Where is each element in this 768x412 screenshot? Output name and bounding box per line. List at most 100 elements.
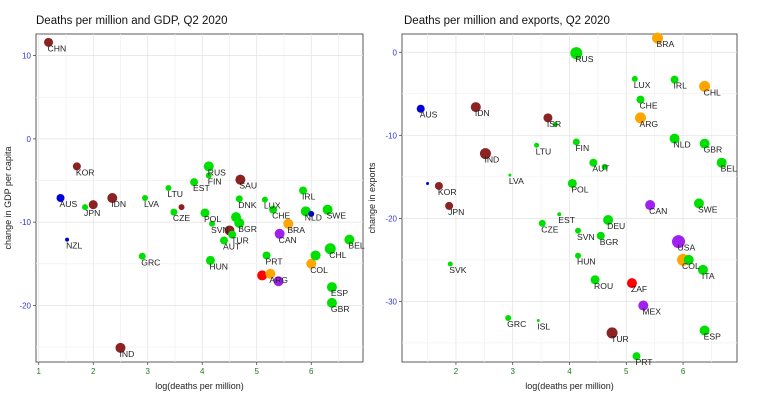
x-tick-label: 6 xyxy=(681,367,686,376)
gdp-panel: CHN KOR AUS JPN IDN LVA NZL GRC IND LTU CZE EST RUSF… xyxy=(3,15,365,391)
x-axis-label: log(deaths per million) xyxy=(155,381,244,391)
point-label-idn: IDN xyxy=(111,199,126,209)
point-label-col: COL xyxy=(310,265,328,275)
point xyxy=(231,212,242,223)
point-label-mex: MEX xyxy=(642,307,661,317)
point-che xyxy=(636,95,645,104)
point-label-esp: ESP xyxy=(331,288,348,298)
point-label-che: CHE xyxy=(272,211,290,221)
point-label-lux: LUX xyxy=(634,80,651,90)
point-label-tur: TUR xyxy=(611,334,629,344)
point-chl xyxy=(699,80,711,92)
y-axis-label: change in exports xyxy=(367,162,377,234)
point xyxy=(273,276,284,287)
point-label-swe: SWE xyxy=(698,204,718,214)
point-ltu xyxy=(165,185,172,192)
y-tick-label: -10 xyxy=(385,131,397,140)
point-bgr xyxy=(596,231,605,240)
point-label-chl: CHL xyxy=(704,87,721,97)
point-label-nld: NLD xyxy=(305,212,322,222)
point-label-isl: ISL xyxy=(537,321,550,331)
point-cze xyxy=(170,208,178,216)
point-aut xyxy=(220,236,229,245)
point-mex xyxy=(638,300,649,311)
point xyxy=(683,254,694,265)
point-est xyxy=(190,178,199,187)
point-svk xyxy=(447,261,453,267)
point xyxy=(257,270,268,281)
point-cze xyxy=(538,219,546,227)
y-tick-label: 0 xyxy=(27,135,32,144)
x-tick-label: 3 xyxy=(510,367,515,376)
point-label-irl: IRL xyxy=(674,81,688,91)
point-aus xyxy=(416,104,425,113)
point-label-bgr: BGR xyxy=(600,237,619,247)
y-axis-label: change in GDP per capita xyxy=(3,147,13,250)
point-label-usa: USA xyxy=(678,243,696,253)
point-grc xyxy=(138,252,146,260)
point-label-sau: SAU xyxy=(239,181,257,191)
point-label-lva: LVA xyxy=(144,199,159,209)
point-label-arg: ARG xyxy=(269,275,288,285)
point-label-gbr: GBR xyxy=(331,304,350,314)
point-bel xyxy=(344,234,355,245)
point-label-hun: HUN xyxy=(209,261,228,271)
point-ind xyxy=(479,148,491,160)
point-label-chl: CHL xyxy=(329,250,346,260)
chart-title: Deaths per million and exports, Q2 2020 xyxy=(404,15,610,27)
point-kor xyxy=(434,181,443,190)
point-jpn xyxy=(445,201,454,210)
point-label-chn: CHN xyxy=(48,43,67,53)
point-label-kor: KOR xyxy=(76,167,95,177)
point-esp xyxy=(326,282,337,293)
point-lux xyxy=(261,196,268,203)
point-svn xyxy=(575,227,582,234)
point-label-col: COL xyxy=(682,261,700,271)
x-tick-label: 4 xyxy=(567,367,572,376)
chart-title: Deaths per million and GDP, Q2 2020 xyxy=(36,15,228,27)
point-label-prt: PRT xyxy=(636,357,654,367)
x-tick-label: 5 xyxy=(624,367,629,376)
x-tick-label: 2 xyxy=(91,367,96,376)
point-label-cze: CZE xyxy=(173,213,190,223)
x-tick-label: 6 xyxy=(309,367,314,376)
point-label-est: EST xyxy=(558,215,575,225)
point-kor xyxy=(72,162,81,171)
point-label-swe: SWE xyxy=(327,211,347,221)
point-aut xyxy=(589,158,598,167)
point-bel xyxy=(716,157,727,168)
point-label-bgr: BGR xyxy=(238,224,257,234)
point-label-rus: RUS xyxy=(208,167,226,177)
point-label-ind: IND xyxy=(119,349,134,359)
point-label-can: CAN xyxy=(649,206,667,216)
x-tick-label: 1 xyxy=(36,367,41,376)
point-arg xyxy=(634,112,646,124)
point xyxy=(552,122,558,128)
y-tick-label: 10 xyxy=(22,52,31,61)
y-tick-label: -10 xyxy=(19,218,31,227)
point-label-nld: NLD xyxy=(674,140,691,150)
x-tick-label: 5 xyxy=(254,367,259,376)
y-tick-label: -20 xyxy=(19,301,31,310)
point-label-dnk: DNK xyxy=(238,200,256,210)
point-dnk xyxy=(235,195,243,203)
point-label-aus: AUS xyxy=(60,199,78,209)
point-irl xyxy=(670,75,679,84)
point-chn xyxy=(44,37,54,47)
point-label-jpn: JPN xyxy=(448,207,464,217)
point-label-bra: BRA xyxy=(287,225,305,235)
point-fin xyxy=(205,172,212,179)
point-irl xyxy=(299,186,308,195)
point xyxy=(88,200,98,210)
point-idn xyxy=(107,193,118,203)
point-prt xyxy=(262,251,271,260)
point-label-rus: RUS xyxy=(575,54,593,64)
point-label-bel: BEL xyxy=(348,241,364,251)
point-usa xyxy=(672,235,686,249)
point-ind xyxy=(115,342,126,353)
point-label-ita: ITA xyxy=(702,271,715,281)
point-label-lva: LVA xyxy=(509,176,524,186)
point-che xyxy=(269,205,278,214)
